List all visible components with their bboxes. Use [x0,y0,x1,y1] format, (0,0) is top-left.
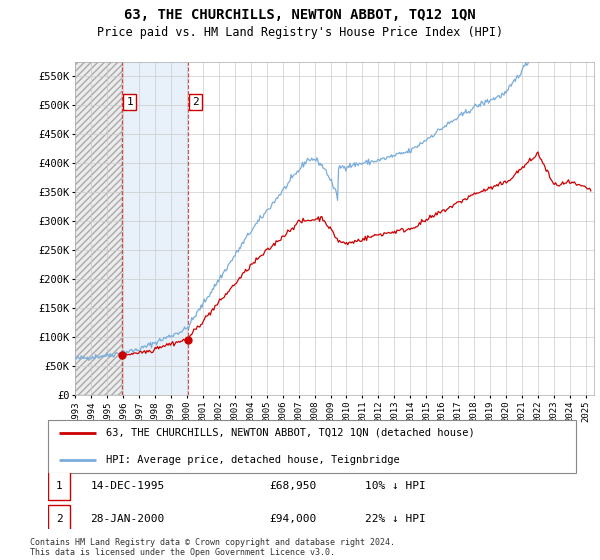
Text: Price paid vs. HM Land Registry's House Price Index (HPI): Price paid vs. HM Land Registry's House … [97,26,503,39]
Bar [122,62,188,395]
FancyBboxPatch shape [48,505,70,534]
FancyBboxPatch shape [48,471,70,500]
FancyBboxPatch shape [48,420,576,473]
Text: 1: 1 [126,97,133,107]
Text: 10% ↓ HPI: 10% ↓ HPI [365,480,425,491]
Text: 63, THE CHURCHILLS, NEWTON ABBOT, TQ12 1QN (detached house): 63, THE CHURCHILLS, NEWTON ABBOT, TQ12 1… [106,428,475,438]
Text: £94,000: £94,000 [270,514,317,524]
Text: HPI: Average price, detached house, Teignbridge: HPI: Average price, detached house, Teig… [106,455,400,465]
Text: 22% ↓ HPI: 22% ↓ HPI [365,514,425,524]
Text: £68,950: £68,950 [270,480,317,491]
Text: 14-DEC-1995: 14-DEC-1995 [90,480,164,491]
Text: 1: 1 [56,480,62,491]
Text: Contains HM Land Registry data © Crown copyright and database right 2024.
This d: Contains HM Land Registry data © Crown c… [30,538,395,557]
Text: 2: 2 [56,514,62,524]
Text: 2: 2 [192,97,199,107]
Text: 63, THE CHURCHILLS, NEWTON ABBOT, TQ12 1QN: 63, THE CHURCHILLS, NEWTON ABBOT, TQ12 1… [124,8,476,22]
Bar [75,62,122,395]
Bar [75,62,122,395]
Text: 28-JAN-2000: 28-JAN-2000 [90,514,164,524]
